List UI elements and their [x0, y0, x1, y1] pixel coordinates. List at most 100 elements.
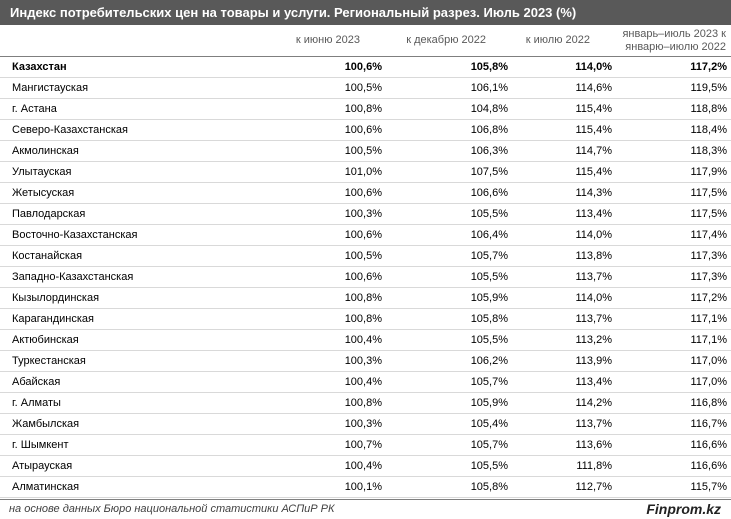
value-vs-december-2022: 105,5%: [470, 334, 508, 346]
table-row-total: Казахстан 100,6% 105,8% 114,0% 117,2%: [0, 57, 731, 78]
value-vs-december-2022: 105,7%: [470, 250, 508, 262]
value-vs-december-2022: 106,1%: [470, 82, 508, 94]
table-row: Мангистауская 100,5% 106,1% 114,6% 119,5%: [0, 78, 731, 99]
value-vs-december-2022: 105,9%: [470, 292, 508, 304]
value-vs-december-2022: 106,4%: [470, 229, 508, 241]
table-row: Жамбылская 100,3% 105,4% 113,7% 116,7%: [0, 414, 731, 435]
table-row: Атырауская 100,4% 105,5% 111,8% 116,6%: [0, 456, 731, 477]
table-row: Улытауская 101,0% 107,5% 115,4% 117,9%: [0, 162, 731, 183]
region-cell: г. Астана: [12, 103, 57, 115]
region-cell: Павлодарская: [12, 208, 86, 220]
value-vs-june-2023: 100,4%: [344, 460, 382, 472]
value-jan-jul-2023: 116,7%: [690, 418, 728, 430]
value-vs-december-2022: 105,4%: [470, 418, 508, 430]
value-jan-jul-2023: 118,8%: [690, 103, 728, 115]
table-row: г. Шымкент 100,7% 105,7% 113,6% 116,6%: [0, 435, 731, 456]
value-vs-december-2022: 105,9%: [470, 397, 508, 409]
value-vs-july-2022: 114,0%: [575, 61, 612, 73]
value-vs-july-2022: 114,0%: [575, 292, 613, 304]
value-jan-jul-2023: 117,1%: [690, 334, 728, 346]
region-cell: г. Алматы: [12, 397, 61, 409]
value-vs-june-2023: 100,6%: [344, 61, 382, 73]
value-vs-july-2022: 113,4%: [575, 208, 613, 220]
value-jan-jul-2023: 116,6%: [690, 460, 728, 472]
value-vs-december-2022: 105,5%: [470, 271, 508, 283]
value-vs-july-2022: 113,7%: [575, 313, 613, 325]
column-header-vs-june-2023: к июню 2023: [295, 34, 360, 46]
table-row: Карагандинская 100,8% 105,8% 113,7% 117,1%: [0, 309, 731, 330]
brand-logo: Finprom.kz: [646, 501, 721, 517]
region-cell: Абайская: [12, 376, 61, 388]
region-cell: Атырауская: [12, 460, 73, 472]
table-row: г. Астана 100,8% 104,8% 115,4% 118,8%: [0, 99, 731, 120]
value-vs-december-2022: 105,8%: [470, 61, 508, 73]
table-row: Алматинская 100,1% 105,8% 112,7% 115,7%: [0, 477, 731, 498]
value-vs-december-2022: 106,3%: [470, 145, 508, 157]
value-vs-july-2022: 113,4%: [575, 376, 613, 388]
table-row: Восточно-Казахстанская 100,6% 106,4% 114,0%…: [0, 225, 731, 246]
value-vs-june-2023: 100,6%: [344, 124, 382, 136]
value-jan-jul-2023: 117,0%: [690, 376, 728, 388]
value-vs-july-2022: 113,2%: [575, 334, 613, 346]
table-row: Костанайская 100,5% 105,7% 113,8% 117,3%: [0, 246, 731, 267]
value-jan-jul-2023: 116,6%: [690, 439, 728, 451]
value-vs-june-2023: 100,1%: [344, 481, 382, 493]
value-jan-jul-2023: 117,5%: [690, 208, 728, 220]
value-vs-july-2022: 115,4%: [575, 166, 613, 178]
value-vs-december-2022: 105,8%: [470, 313, 508, 325]
table-row: Западно-Казахстанская 100,6% 105,5% 113,7% 1…: [0, 267, 731, 288]
table-row: Кызылординская 100,8% 105,9% 114,0% 117,2%: [0, 288, 731, 309]
table-header: к июню 2023 к декабрю 2022 к июлю 2022 я…: [0, 25, 731, 57]
value-vs-july-2022: 115,4%: [575, 124, 613, 136]
value-vs-june-2023: 100,8%: [344, 313, 382, 325]
value-vs-july-2022: 113,7%: [575, 418, 613, 430]
region-cell: Жетысуская: [12, 187, 75, 199]
value-vs-july-2022: 113,9%: [575, 355, 613, 367]
value-vs-july-2022: 113,8%: [575, 250, 613, 262]
region-cell: Жамбылская: [12, 418, 80, 430]
column-header-vs-july-2022: к июлю 2022: [525, 34, 590, 46]
value-jan-jul-2023: 117,3%: [690, 271, 728, 283]
table-row: г. Алматы 100,8% 105,9% 114,2% 116,8%: [0, 393, 731, 414]
value-jan-jul-2023: 118,4%: [690, 124, 728, 136]
value-vs-june-2023: 101,0%: [344, 166, 382, 178]
table-body: Казахстан 100,6% 105,8% 114,0% 117,2% Мангист…: [0, 57, 731, 498]
value-vs-december-2022: 106,6%: [470, 187, 508, 199]
source-note: на основе данных Бюро национальной стати…: [9, 503, 335, 515]
column-header-jan-jul-2023-vs-jan-jul-2022: январь–июль 2023 к январю–июлю 2022: [622, 27, 726, 53]
table-title: Индекс потребительских цен на товары и у…: [0, 0, 731, 25]
value-vs-december-2022: 105,5%: [470, 208, 508, 220]
value-vs-july-2022: 115,4%: [575, 103, 613, 115]
value-vs-july-2022: 114,0%: [575, 229, 613, 241]
value-jan-jul-2023: 117,5%: [690, 187, 728, 199]
value-vs-june-2023: 100,6%: [344, 229, 382, 241]
value-jan-jul-2023: 115,7%: [690, 481, 728, 493]
value-vs-june-2023: 100,3%: [344, 208, 382, 220]
value-vs-june-2023: 100,4%: [344, 334, 382, 346]
value-vs-june-2023: 100,5%: [344, 145, 382, 157]
value-vs-june-2023: 100,5%: [344, 82, 382, 94]
value-vs-december-2022: 105,5%: [470, 460, 508, 472]
value-vs-december-2022: 106,8%: [470, 124, 508, 136]
table-row: Павлодарская 100,3% 105,5% 113,4% 117,5%: [0, 204, 731, 225]
value-vs-june-2023: 100,6%: [344, 271, 382, 283]
value-jan-jul-2023: 117,1%: [690, 313, 728, 325]
value-vs-june-2023: 100,8%: [344, 292, 382, 304]
value-vs-december-2022: 107,5%: [470, 166, 508, 178]
table-row: Акмолинская 100,5% 106,3% 114,7% 118,3%: [0, 141, 731, 162]
region-cell: Улытауская: [12, 166, 72, 178]
region-cell: Северо-Казахстанская: [12, 124, 128, 136]
region-cell: Туркестанская: [12, 355, 86, 367]
value-jan-jul-2023: 117,2%: [690, 292, 728, 304]
table-row: Жетысуская 100,6% 106,6% 114,3% 117,5%: [0, 183, 731, 204]
table-footer: на основе данных Бюро национальной стати…: [0, 499, 731, 519]
value-jan-jul-2023: 119,5%: [690, 82, 728, 94]
table-row: Абайская 100,4% 105,7% 113,4% 117,0%: [0, 372, 731, 393]
region-cell: Кызылординская: [12, 292, 100, 304]
table-row: Актюбинская 100,4% 105,5% 113,2% 117,1%: [0, 330, 731, 351]
value-vs-july-2022: 114,6%: [575, 82, 613, 94]
value-jan-jul-2023: 117,2%: [690, 61, 727, 73]
value-vs-july-2022: 114,7%: [575, 145, 613, 157]
value-vs-june-2023: 100,3%: [344, 418, 382, 430]
